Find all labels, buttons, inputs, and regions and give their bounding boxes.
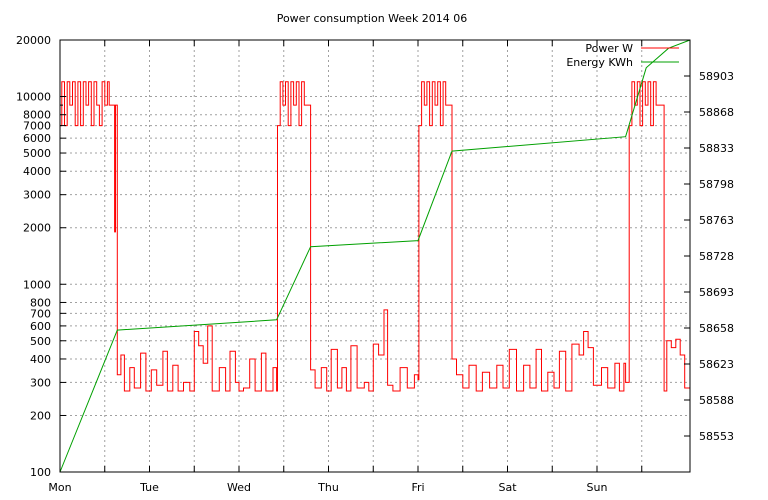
y-left-tick-label: 100 — [30, 466, 51, 479]
y-right-tick-label: 58553 — [699, 430, 734, 443]
x-tick-label: Sat — [498, 481, 517, 494]
legend-label-energy: Energy KWh — [566, 56, 633, 69]
x-tick-label: Wed — [227, 481, 251, 494]
y-left-tick-label: 8000 — [23, 109, 51, 122]
y-right-tick-label: 58658 — [699, 322, 734, 335]
y-left-tick-label: 400 — [30, 353, 51, 366]
legend: Power W Energy KWh — [566, 42, 679, 69]
y-right-tick-label: 58623 — [699, 358, 734, 371]
axis-tick-labels: Mon Tue Wed Thu Fri Sat Sun1002003004005006007… — [16, 34, 734, 494]
y-right-tick-label: 58903 — [699, 70, 734, 83]
y-left-tick-label: 5000 — [23, 147, 51, 160]
y-left-tick-label: 7000 — [23, 120, 51, 133]
y-left-tick-label: 4000 — [23, 165, 51, 178]
chart-title: Power consumption Week 2014 06 — [277, 12, 468, 25]
y-left-tick-label: 500 — [30, 335, 51, 348]
y-right-tick-label: 58868 — [699, 106, 734, 119]
series-line-power — [60, 81, 691, 392]
y-left-tick-label: 700 — [30, 307, 51, 320]
y-left-tick-label: 200 — [30, 409, 51, 422]
y-left-tick-label: 1000 — [23, 278, 51, 291]
series-lines — [59, 39, 691, 473]
x-tick-label: Thu — [317, 481, 339, 494]
y-left-tick-label: 3000 — [23, 189, 51, 202]
x-tick-label: Fri — [411, 481, 424, 494]
legend-label-power: Power W — [585, 42, 633, 55]
axis-ticks — [60, 39, 690, 473]
y-left-tick-label: 10000 — [16, 91, 51, 104]
y-left-tick-label: 6000 — [23, 132, 51, 145]
y-right-tick-label: 58833 — [699, 142, 734, 155]
y-left-tick-label: 600 — [30, 320, 51, 333]
y-right-tick-label: 58588 — [699, 394, 734, 407]
x-tick-label: Sun — [587, 481, 608, 494]
y-right-tick-label: 58693 — [699, 286, 734, 299]
grid-lines — [60, 40, 690, 472]
x-tick-label: Mon — [48, 481, 71, 494]
y-left-tick-label: 300 — [30, 376, 51, 389]
y-left-tick-label: 20000 — [16, 34, 51, 47]
y-left-tick-label: 800 — [30, 296, 51, 309]
y-right-tick-label: 58798 — [699, 178, 734, 191]
series-line-energy — [59, 39, 691, 473]
y-right-tick-label: 58728 — [699, 250, 734, 263]
y-left-tick-label: 2000 — [23, 222, 51, 235]
y-right-tick-label: 58763 — [699, 214, 734, 227]
x-tick-label: Tue — [139, 481, 159, 494]
